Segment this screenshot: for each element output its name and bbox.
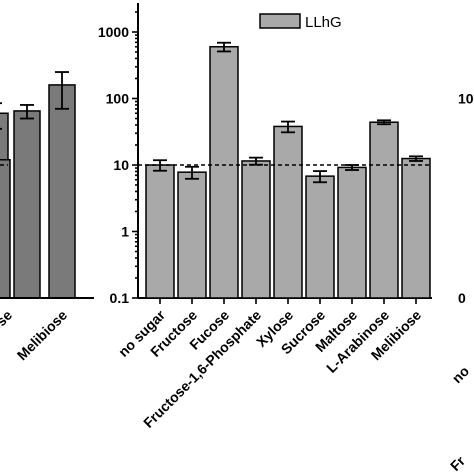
bar [305, 175, 335, 299]
y-tick-label: 0 [458, 290, 466, 306]
x-tick-label: nose [0, 307, 15, 342]
right-partial-chart: 10 0 no Fr [447, 91, 474, 474]
bar [369, 121, 399, 299]
error-bar [20, 104, 34, 120]
bar [337, 166, 367, 299]
x-tick-label: Melibiose [14, 307, 71, 364]
bar [241, 160, 271, 299]
y-tick-label: 1 [121, 224, 129, 240]
y-tick-label: 100 [106, 91, 130, 107]
bar [13, 110, 41, 299]
y-tick-label: 0.1 [110, 290, 130, 306]
error-bar [55, 71, 69, 110]
bar [145, 164, 175, 299]
legend-swatch [259, 13, 301, 29]
y-tick-label: 1000 [98, 24, 129, 40]
error-bar [217, 41, 231, 53]
error-bar [281, 120, 295, 134]
error-bar [313, 170, 327, 184]
bar [209, 46, 239, 299]
x-tick-label: Fr [447, 452, 469, 474]
y-tick-label: 10 [113, 157, 129, 173]
bar [273, 125, 303, 299]
bar [177, 171, 207, 299]
bar [401, 157, 431, 299]
legend-label: LLhG [305, 14, 342, 31]
x-tick-label: no [449, 363, 472, 386]
bar [48, 84, 76, 299]
error-bar [377, 119, 391, 126]
error-bar [409, 155, 423, 162]
legend: LLhG [259, 13, 342, 31]
bar [0, 158, 11, 299]
error-bar [185, 165, 199, 180]
y-tick-label: 10 [458, 91, 474, 107]
